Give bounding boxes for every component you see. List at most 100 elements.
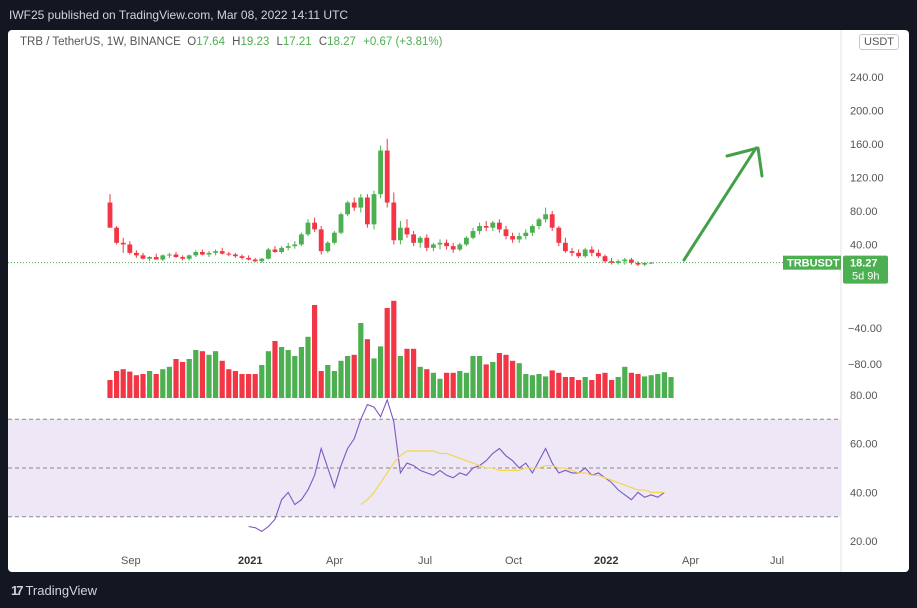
candle (556, 227, 562, 243)
candle (318, 229, 324, 252)
symbol-tag-label: TRBUSDT (787, 258, 840, 270)
candle (602, 256, 608, 262)
footer-bar: 17 TradingView (0, 574, 917, 608)
volume-bar (496, 353, 502, 398)
volume-bar (437, 378, 443, 398)
volume-bar (298, 347, 304, 398)
trend-arrow-head (725, 146, 764, 178)
tradingview-logo[interactable]: 17 TradingView (11, 583, 97, 598)
candle (516, 236, 522, 240)
volume-bar (133, 375, 139, 398)
volume-bar (239, 374, 245, 398)
time-tick-label: Oct (505, 555, 522, 567)
volume-bar (444, 372, 450, 398)
candle (252, 259, 258, 262)
volume-bar (371, 358, 377, 398)
volume-tick-label: −80.00 (848, 359, 882, 371)
candle (437, 242, 443, 245)
volume-bar (602, 372, 608, 398)
candle (391, 202, 397, 241)
volume-bar (114, 371, 120, 398)
legend-low: 17.21 (282, 36, 312, 48)
candle (285, 246, 291, 248)
candle (206, 252, 212, 255)
candle (384, 150, 390, 203)
volume-bar (351, 354, 357, 398)
volume-bar (543, 376, 549, 398)
candle (549, 214, 555, 228)
chart-frame[interactable]: 240.00 200.00 160.00 120.00 80.00 40.00 −40.00… (8, 30, 909, 572)
candle (622, 259, 628, 262)
volume-bar (411, 348, 417, 398)
volume-bar (259, 365, 265, 398)
volume-bar (206, 354, 212, 398)
price-tick-label: 240.00 (850, 72, 884, 84)
volume-bar (516, 363, 522, 398)
volume-bar (450, 372, 456, 398)
rsi-tick-label: 20.00 (850, 536, 878, 548)
candle (398, 227, 403, 241)
candle (483, 226, 489, 228)
volume-bar (312, 305, 318, 398)
volume-bar (252, 374, 258, 398)
volume-bar (661, 372, 667, 398)
candle (510, 236, 515, 240)
volume-bar (331, 371, 337, 398)
candle (411, 234, 416, 243)
volume-bar (265, 351, 271, 398)
volume-bar (628, 372, 634, 398)
volume-bar (457, 371, 463, 398)
candle (134, 252, 139, 256)
volume-bar (246, 374, 252, 398)
volume-bar (153, 374, 159, 398)
candle (431, 244, 436, 248)
candle (305, 222, 311, 235)
volume-bar (391, 300, 397, 398)
volume-bar (325, 365, 331, 398)
volume-bar (384, 308, 390, 398)
volume-bar (642, 376, 648, 398)
candle (609, 261, 614, 263)
candle (589, 249, 595, 253)
candle (338, 214, 344, 233)
price-tick-label: 200.00 (850, 105, 884, 117)
candle (635, 262, 641, 265)
publish-info: IWF25 published on TradingView.com, Mar … (9, 8, 349, 22)
candle (160, 255, 166, 260)
volume-bar (569, 377, 575, 398)
volume-bar (213, 351, 219, 398)
candle (351, 202, 357, 208)
candle (345, 202, 350, 215)
volume-bar (166, 366, 172, 398)
volume-bar (635, 374, 641, 398)
candle (200, 252, 205, 255)
volume-bar (160, 369, 166, 398)
price-tick-label: 120.00 (850, 172, 884, 184)
candle (497, 222, 502, 230)
candle (569, 251, 575, 253)
price-tag (843, 255, 888, 284)
volume-bar (397, 356, 403, 398)
candle (596, 252, 601, 257)
volume-bar (562, 377, 568, 398)
candle (114, 227, 119, 243)
currency-button[interactable]: USDT (859, 34, 899, 50)
time-tick-label: Apr (682, 555, 699, 567)
legend-high: 19.23 (240, 36, 270, 48)
candle (312, 222, 317, 230)
candle (450, 246, 456, 250)
candle (543, 214, 548, 220)
volume-bar (285, 350, 291, 398)
candle (490, 222, 496, 228)
volume-bar (529, 375, 535, 398)
price-tick-label: 160.00 (850, 139, 884, 151)
price-tick-label: 40.00 (850, 239, 878, 251)
volume-bar (424, 369, 430, 398)
rsi-line (248, 398, 665, 533)
candle (371, 194, 377, 225)
volume-tick-label: −40.00 (848, 323, 882, 335)
rsi-tick-label: 40.00 (850, 487, 878, 499)
candle (563, 242, 568, 252)
chart-canvas[interactable]: 240.00 200.00 160.00 120.00 80.00 40.00 −40.00… (8, 30, 909, 572)
rsi-tick-label: 60.00 (850, 439, 878, 451)
